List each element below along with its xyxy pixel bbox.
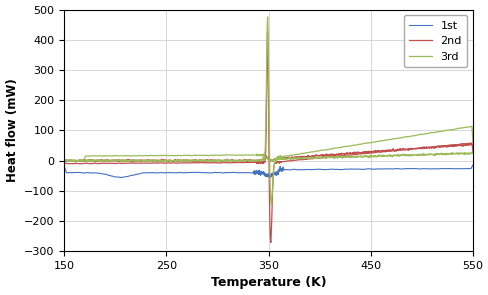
Line: 2nd: 2nd [64,31,472,242]
1st [469,163,475,167]
3rd [132,154,138,158]
2nd [108,162,114,165]
3rd [61,159,67,163]
3rd [264,15,270,19]
3rd [268,203,274,206]
1st [61,165,67,168]
3rd [218,153,224,157]
1st [218,171,224,174]
Line: 3rd: 3rd [64,17,472,204]
3rd [417,133,423,136]
3rd [235,153,241,157]
2nd [61,160,67,164]
1st [461,167,467,171]
2nd [267,241,273,244]
3rd [469,140,475,144]
2nd [264,30,270,33]
2nd [417,146,423,150]
2nd [132,161,138,165]
1st [118,176,123,179]
1st [417,167,423,171]
2nd [461,142,467,145]
2nd [218,161,224,165]
Legend: 1st, 2nd, 3rd: 1st, 2nd, 3rd [403,15,467,67]
Line: 1st: 1st [64,165,472,178]
X-axis label: Temperature (K): Temperature (K) [210,276,326,289]
3rd [108,154,114,158]
3rd [461,126,467,129]
Y-axis label: Heat flow (mW): Heat flow (mW) [5,78,19,182]
2nd [235,161,241,164]
1st [132,173,138,176]
1st [235,171,241,175]
1st [108,174,114,178]
2nd [469,149,475,153]
